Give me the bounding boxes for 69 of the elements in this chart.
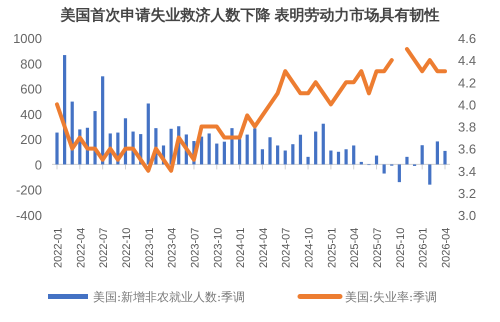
bar xyxy=(284,150,287,164)
bar xyxy=(200,136,204,164)
chart-title: 美国首次申请失业救济人数下降 表明劳动力市场具有韧性 xyxy=(59,6,440,24)
y-tick-label: 600 xyxy=(20,82,42,97)
bar xyxy=(420,145,424,164)
x-tick-label: 2024-10 xyxy=(304,228,316,268)
legend-label: 美国:新增非农就业人数:季调 xyxy=(93,290,246,304)
bar xyxy=(336,152,340,164)
y-tick-label: -400 xyxy=(16,208,42,223)
bar xyxy=(268,137,272,164)
y2-tick-label: 3.0 xyxy=(458,208,476,223)
y2-tick-label: 4.6 xyxy=(458,31,476,46)
x-tick-label: 2023-07 xyxy=(189,228,202,268)
y2-tick-label: 4.4 xyxy=(458,53,476,68)
bar xyxy=(253,128,256,164)
x-tick-label: 2024-01 xyxy=(235,228,248,268)
bar xyxy=(428,164,432,185)
y-tick-label: 400 xyxy=(20,106,42,122)
y-tick-label: 200 xyxy=(20,132,42,148)
y2-tick-label: 3.4 xyxy=(458,164,476,179)
y-tick-label: 0 xyxy=(34,157,42,172)
bar xyxy=(329,150,332,164)
legend-label: 美国:失业率:季调 xyxy=(345,290,438,304)
bar xyxy=(322,124,325,164)
bar xyxy=(246,134,249,164)
bar xyxy=(436,141,439,164)
x-tick-label: 2024-07 xyxy=(280,228,293,268)
y2-tick-label: 4.0 xyxy=(458,97,476,112)
y2-tick-label: 3.2 xyxy=(458,186,476,201)
bar xyxy=(146,103,150,164)
bar xyxy=(215,144,218,164)
x-tick-label: 2022-04 xyxy=(75,228,88,268)
bar xyxy=(405,156,409,164)
x-tick-label: 2026-04 xyxy=(440,228,452,268)
x-tick-label: 2023-04 xyxy=(166,228,179,268)
x-tick-label: 2024-04 xyxy=(258,228,270,268)
x-tick-label: 2023-01 xyxy=(144,228,156,268)
x-tick-label: 2022-07 xyxy=(98,228,110,268)
bar xyxy=(443,150,447,164)
bar xyxy=(291,144,294,164)
y-tick-label: -200 xyxy=(16,182,42,198)
bar xyxy=(55,132,59,164)
bar xyxy=(374,156,378,164)
x-tick-label: 2025-04 xyxy=(349,228,362,268)
bar xyxy=(382,164,386,174)
x-tick-label: 2026-01 xyxy=(418,228,430,268)
bar xyxy=(398,164,401,182)
y2-tick-label: 3.6 xyxy=(458,142,476,157)
y2-tick-label: 3.8 xyxy=(458,120,476,134)
bar xyxy=(360,162,363,164)
bar xyxy=(222,142,226,164)
y-tick-label: 800 xyxy=(20,56,42,72)
y-tick-label: 1000 xyxy=(13,31,42,46)
bar xyxy=(260,149,264,164)
x-tick-label: 2025-01 xyxy=(326,228,338,268)
x-tick-label: 2022-10 xyxy=(120,228,133,268)
bar xyxy=(306,156,310,164)
x-tick-label: 2022-01 xyxy=(52,228,64,268)
x-tick-label: 2025-07 xyxy=(372,228,384,268)
bar xyxy=(352,145,356,164)
bar xyxy=(208,133,211,164)
x-tick-label: 2023-10 xyxy=(212,228,224,268)
bar xyxy=(238,139,242,164)
bar xyxy=(298,134,302,164)
bar xyxy=(276,145,280,164)
bar xyxy=(314,132,318,164)
x-tick-label: 2025-10 xyxy=(394,228,407,268)
bar xyxy=(344,149,348,164)
y2-tick-label: 4.2 xyxy=(458,75,476,90)
